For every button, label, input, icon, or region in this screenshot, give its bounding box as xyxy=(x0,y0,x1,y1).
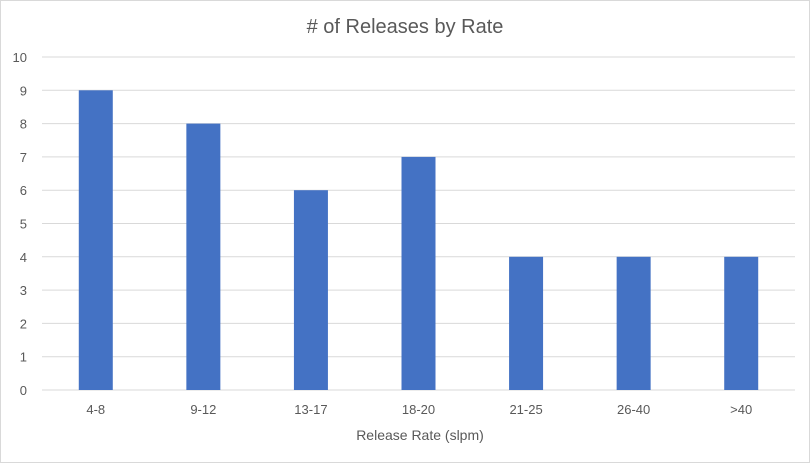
bars xyxy=(78,90,759,391)
bar-3 xyxy=(401,156,436,390)
y-tick-label: 8 xyxy=(20,117,27,132)
x-tick-label: 21-25 xyxy=(509,402,542,417)
x-tick-label: 26-40 xyxy=(617,402,650,417)
y-tick-label: 1 xyxy=(20,350,27,365)
chart-title: # of Releases by Rate xyxy=(307,16,504,38)
x-tick-label: 9-12 xyxy=(190,402,216,417)
bar-5 xyxy=(616,256,651,390)
x-axis-ticks: 4-8 9-12 13-17 18-20 21-25 26-40 >40 xyxy=(86,402,752,417)
y-tick-label: 4 xyxy=(20,250,27,265)
bar-6 xyxy=(724,256,759,390)
x-tick-label: >40 xyxy=(730,402,752,417)
y-axis-ticks: 0 1 2 3 4 5 6 7 8 9 10 xyxy=(13,50,27,398)
y-tick-label: 6 xyxy=(20,183,27,198)
x-axis-title: Release Rate (slpm) xyxy=(356,427,484,443)
gridlines xyxy=(42,56,795,391)
y-tick-label: 5 xyxy=(20,217,27,232)
y-tick-label: 10 xyxy=(13,50,27,65)
y-tick-label: 0 xyxy=(20,383,27,398)
y-tick-label: 3 xyxy=(20,283,27,298)
y-tick-label: 2 xyxy=(20,316,27,331)
x-tick-label: 18-20 xyxy=(402,402,435,417)
bar-2 xyxy=(293,190,328,390)
x-tick-label: 13-17 xyxy=(294,402,327,417)
bar-1 xyxy=(186,123,221,390)
x-tick-label: 4-8 xyxy=(86,402,105,417)
bar-4 xyxy=(509,256,544,390)
y-tick-label: 7 xyxy=(20,150,27,165)
y-tick-label: 9 xyxy=(20,83,27,98)
bar-0 xyxy=(78,90,113,391)
